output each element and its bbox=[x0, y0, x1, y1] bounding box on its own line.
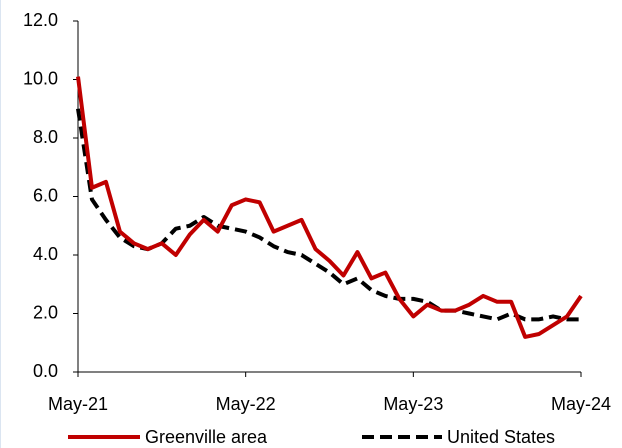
x-tick-label: May-22 bbox=[216, 394, 276, 414]
legend-label: United States bbox=[447, 427, 555, 447]
x-tick-label: May-21 bbox=[48, 394, 108, 414]
series-line bbox=[76, 108, 581, 322]
y-tick-label: 10.0 bbox=[23, 68, 58, 88]
y-tick-label: 12.0 bbox=[23, 10, 58, 30]
y-tick-label: 2.0 bbox=[33, 302, 58, 322]
y-tick-label: 6.0 bbox=[33, 185, 58, 205]
y-tick-label: 8.0 bbox=[33, 127, 58, 147]
y-tick-label: 0.0 bbox=[33, 361, 58, 381]
y-tick-label: 4.0 bbox=[33, 244, 58, 264]
series-line bbox=[76, 76, 583, 339]
x-tick-label: May-24 bbox=[551, 394, 611, 414]
legend-label: Greenville area bbox=[145, 427, 268, 447]
x-tick-label: May-23 bbox=[383, 394, 443, 414]
